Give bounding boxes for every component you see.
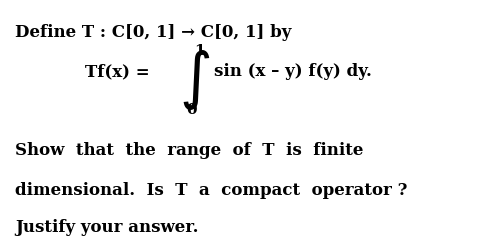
Text: dimensional.  Is  T  a  compact  operator ?: dimensional. Is T a compact operator ? <box>15 181 408 198</box>
Text: Tf(x) =: Tf(x) = <box>86 63 150 80</box>
Text: Show  that  the  range  of  T  is  finite: Show that the range of T is finite <box>15 141 364 158</box>
Text: Justify your answer.: Justify your answer. <box>15 218 199 235</box>
Text: $\int$: $\int$ <box>179 48 210 112</box>
Text: 1: 1 <box>194 44 205 58</box>
Text: Define T : C[0, 1] → C[0, 1] by: Define T : C[0, 1] → C[0, 1] by <box>15 24 292 41</box>
Text: 0: 0 <box>186 103 197 117</box>
Text: sin (x – y) f(y) dy.: sin (x – y) f(y) dy. <box>214 63 371 80</box>
